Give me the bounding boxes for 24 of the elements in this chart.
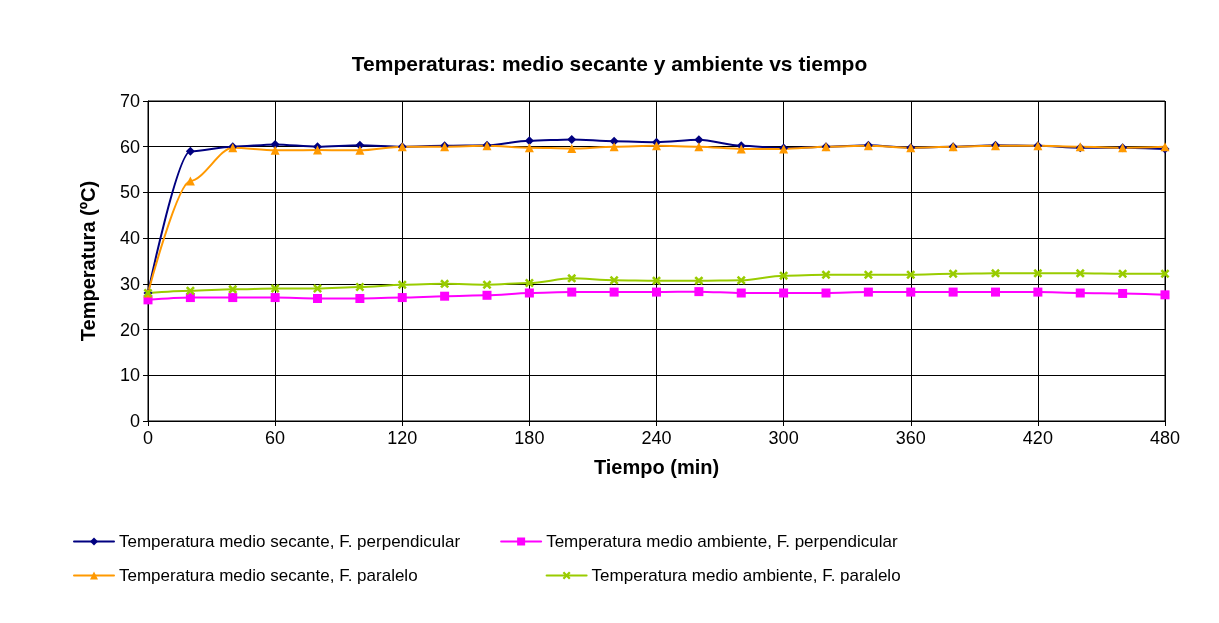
x-tick-label: 180 [514, 428, 545, 448]
legend-label: Temperatura medio secante, F. paralelo [119, 566, 418, 585]
x-tick-label: 360 [895, 428, 926, 448]
y-axis-title: Temperatura (ºC) [77, 180, 99, 342]
x-tick-label: 420 [1022, 428, 1053, 448]
y-tick-label: 0 [129, 411, 140, 431]
x-tick-label: 0 [142, 428, 154, 448]
y-tick-label: 70 [119, 91, 140, 111]
y-tick-label: 20 [119, 319, 140, 340]
chart-title: Temperaturas: medio secante y ambiente vs tiempo [351, 52, 868, 75]
legend-label: Temperatura medio secante, F. perpendicular [119, 532, 461, 551]
y-tick-label: 50 [119, 182, 140, 203]
x-axis-title: Tiempo (min) [593, 456, 720, 478]
y-tick-label: 10 [119, 365, 140, 386]
legend-label: Temperatura medio ambiente, F. paralelo [591, 566, 901, 585]
x-tick-label: 240 [641, 428, 672, 448]
y-tick-label: 30 [119, 273, 140, 294]
legend-label: Temperatura medio ambiente, F. perpendicular [546, 532, 898, 551]
y-tick-label: 40 [119, 228, 140, 249]
y-tick-label: 60 [119, 136, 140, 157]
x-tick-label: 60 [265, 428, 286, 448]
x-tick-label: 300 [768, 428, 799, 448]
x-tick-label: 120 [387, 428, 418, 448]
x-tick-label: 480 [1149, 428, 1181, 448]
